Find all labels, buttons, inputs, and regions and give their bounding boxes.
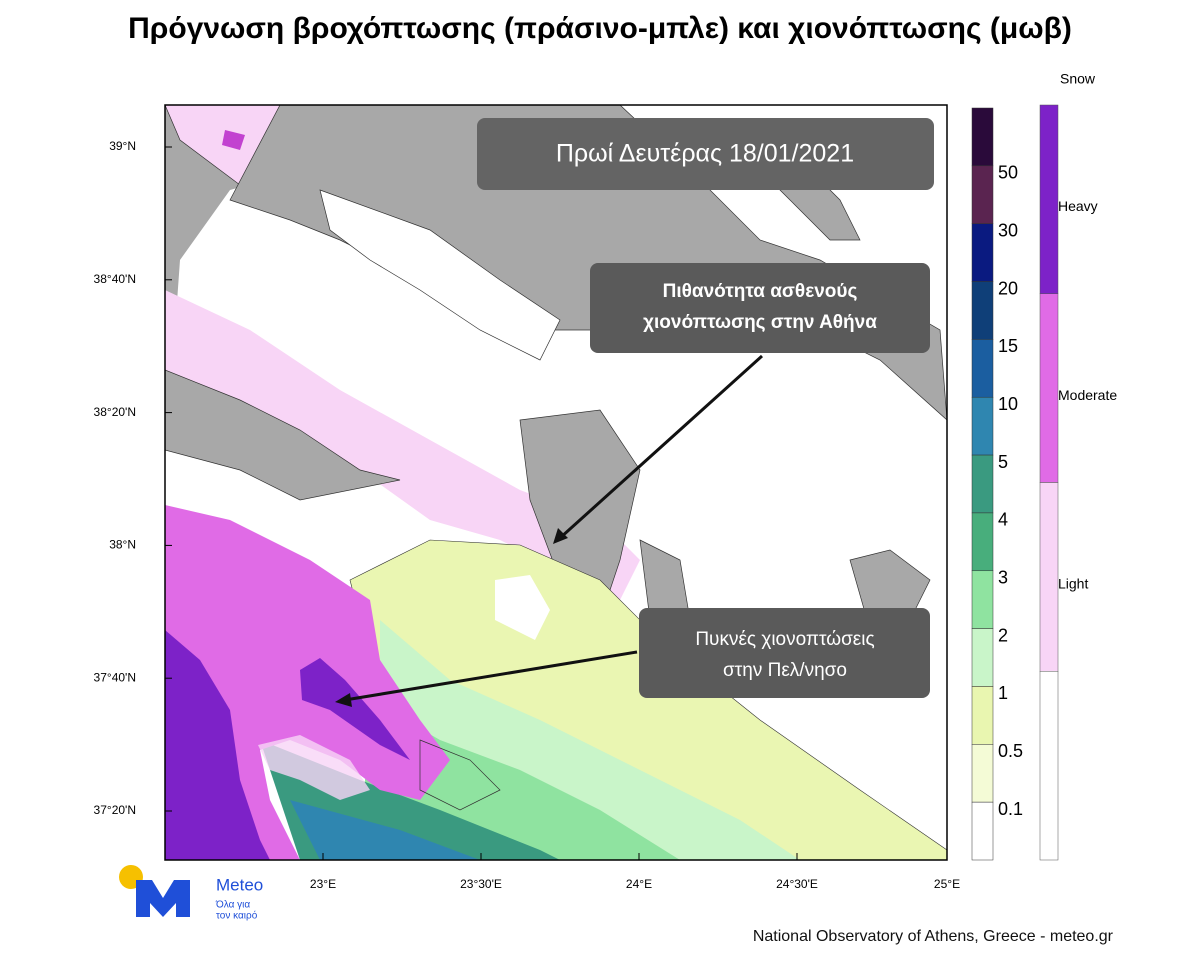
- rain-label: 30: [998, 220, 1018, 240]
- rain-label: 1: [998, 683, 1008, 703]
- logo: Meteo Όλα για τον καιρό: [119, 865, 263, 922]
- snow-color: [1039, 482, 1059, 672]
- annotation-line: στην Πελ/νησο: [723, 660, 847, 681]
- rain-color: [971, 339, 994, 398]
- rain-label: 15: [998, 336, 1018, 356]
- rain-label: 50: [998, 163, 1018, 183]
- rain-color: [971, 512, 994, 572]
- snow-scale: Snow Heavy Moderate Light: [1039, 71, 1117, 861]
- lon-label: 23°30'E: [460, 877, 502, 891]
- lat-axis: 39°N 38°40'N 38°20'N 38°N 37°40'N 37°20'N: [94, 139, 172, 817]
- lat-label: 37°20'N: [94, 803, 136, 817]
- snow-label: Light: [1058, 576, 1088, 592]
- lat-label: 39°N: [109, 139, 136, 153]
- logo-name: Meteo: [216, 875, 263, 894]
- lat-label: 37°40'N: [94, 670, 136, 684]
- snow-color: [1039, 671, 1059, 861]
- rain-color: [971, 281, 994, 340]
- snow-label: Moderate: [1058, 387, 1117, 403]
- snow-color: [1039, 293, 1059, 483]
- rain-color: [971, 107, 994, 167]
- rain-label: 10: [998, 394, 1018, 414]
- rain-label: 0.1: [998, 799, 1023, 819]
- lon-label: 24°30'E: [776, 877, 818, 891]
- rain-label: 3: [998, 568, 1008, 588]
- lon-axis: 23°E 23°30'E 24°E 24°30'E 25°E: [310, 853, 960, 891]
- snow-label: Heavy: [1058, 198, 1098, 214]
- rain-label: 20: [998, 278, 1018, 298]
- lon-label: 23°E: [310, 877, 336, 891]
- lat-label: 38°40'N: [94, 272, 136, 286]
- annotation-line: Πιθανότητα ασθενούς: [663, 281, 858, 302]
- annotation: Πιθανότητα ασθενούς χιονόπτωσης στην Αθή…: [553, 263, 930, 544]
- rain-color: [971, 686, 994, 745]
- logo-slogan: τον καιρό: [216, 910, 258, 922]
- map-frame: [164, 104, 948, 861]
- date-text: Πρωί Δευτέρας 18/01/2021: [556, 140, 854, 168]
- footer: National Observatory of Athens, Greece -…: [753, 928, 1114, 945]
- rain-label: 4: [998, 510, 1008, 530]
- annotation-line: Πυκνές χιονοπτώσεις: [695, 629, 874, 650]
- rain-label: 2: [998, 625, 1008, 645]
- logo-slogan: Όλα για: [215, 900, 250, 911]
- rain-color: [971, 223, 994, 282]
- lat-label: 38°N: [109, 538, 136, 552]
- snow-color: [1039, 104, 1059, 294]
- rain-color: [971, 454, 994, 514]
- lon-label: 24°E: [626, 877, 652, 891]
- lat-label: 38°20'N: [94, 405, 136, 419]
- rain-scale: 50 30 20 15 10 5 4 3 2 1 0.5 0.1: [971, 107, 1023, 861]
- date-box: Πρωί Δευτέρας 18/01/2021: [477, 118, 934, 190]
- annotation-line: χιονόπτωσης στην Αθήνα: [643, 312, 877, 333]
- rain-color: [971, 570, 994, 629]
- annotation: Πυκνές χιονοπτώσεις στην Πελ/νησο: [335, 608, 930, 707]
- map: [165, 105, 947, 860]
- rain-color: [971, 801, 994, 861]
- rain-color: [971, 628, 994, 687]
- rain-label: 5: [998, 452, 1008, 472]
- title: Πρόγνωση βροχόπτωσης (πράσινο-μπλε) και …: [128, 12, 1072, 45]
- rain-color: [971, 165, 994, 224]
- lon-label: 25°E: [934, 877, 960, 891]
- rain-label: 0.5: [998, 741, 1023, 761]
- rain-color: [971, 744, 994, 803]
- rain-color: [971, 396, 994, 456]
- snow-title: Snow: [1060, 71, 1096, 87]
